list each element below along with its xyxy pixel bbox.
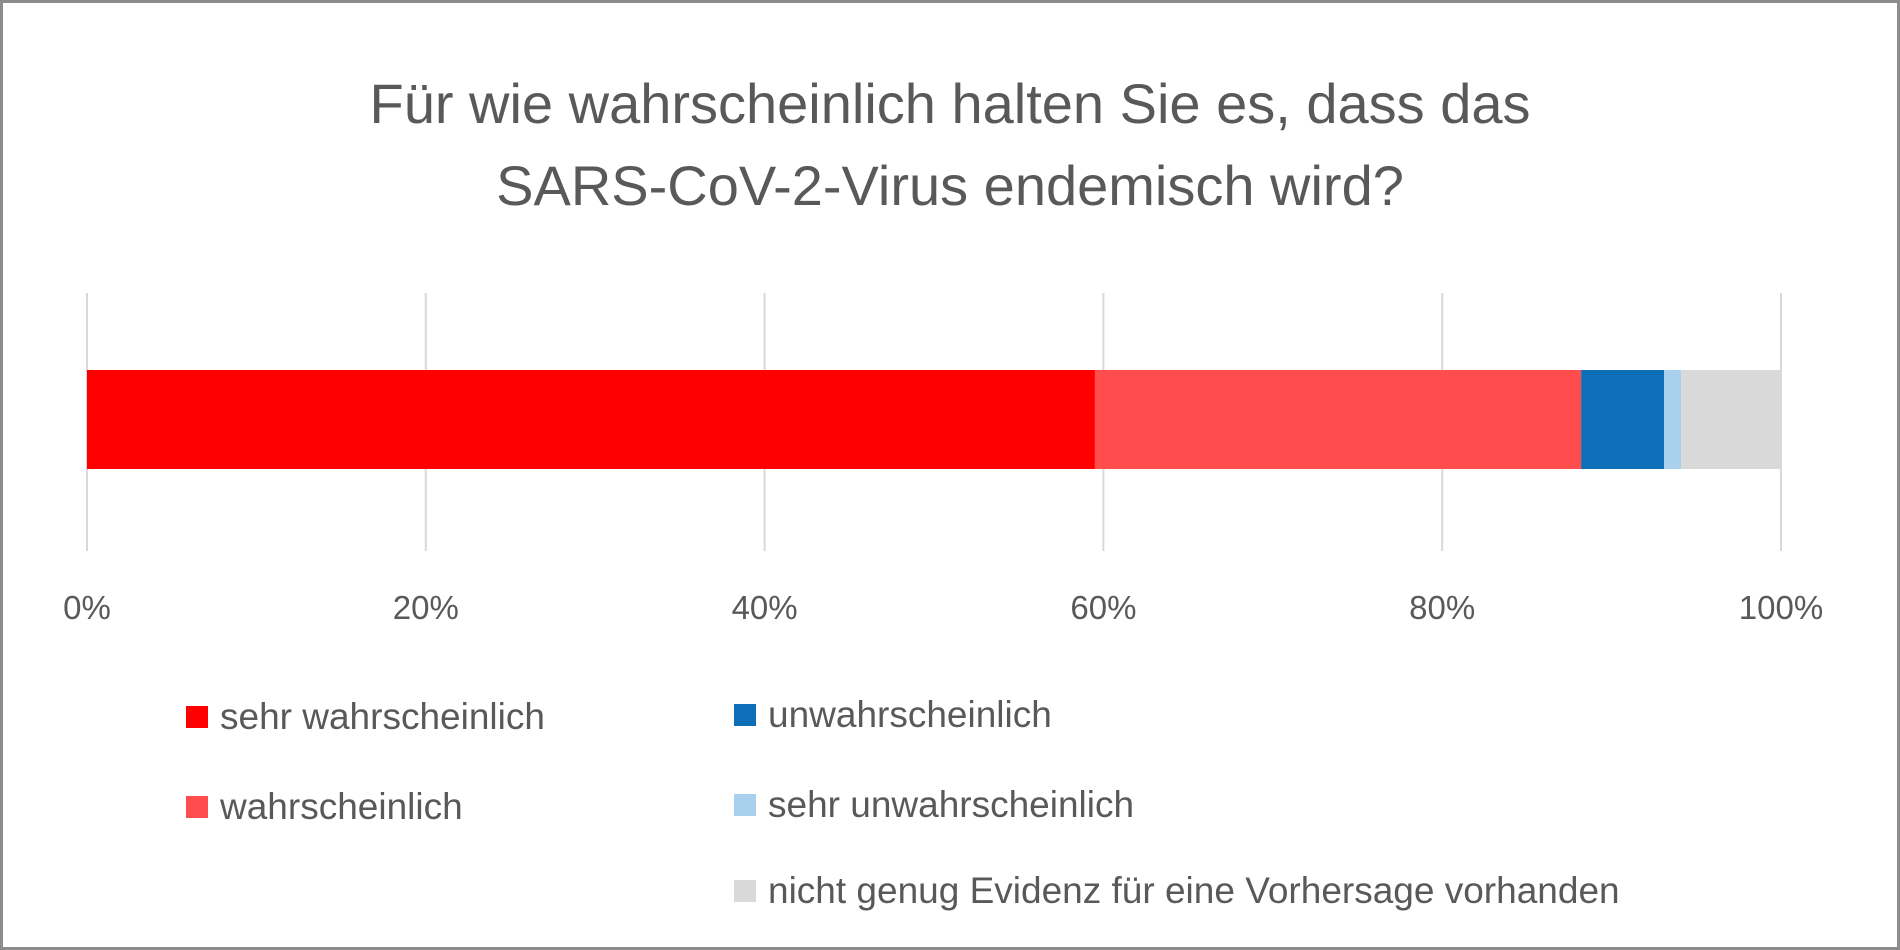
x-tick-label-100pct: 100% bbox=[1739, 589, 1823, 626]
x-tick-label-40pct: 40% bbox=[732, 589, 798, 626]
chart-title-line-2: SARS-CoV-2-Virus endemisch wird? bbox=[496, 154, 1404, 217]
bar-segment-unwahrscheinlich bbox=[1581, 370, 1665, 469]
x-tick-label-0pct: 0% bbox=[63, 589, 111, 626]
x-axis-tick-labels: 0% 20% 40% 60% 80% 100% bbox=[63, 589, 1823, 626]
bar-segment-sehr-unwahrscheinlich bbox=[1664, 370, 1682, 469]
stacked-bar bbox=[87, 370, 1781, 469]
x-tick-label-60pct: 60% bbox=[1070, 589, 1136, 626]
chart-title: Für wie wahrscheinlich halten Sie es, da… bbox=[3, 63, 1897, 227]
chart-title-line-1: Für wie wahrscheinlich halten Sie es, da… bbox=[369, 72, 1531, 135]
bar-segment-wahrscheinlich bbox=[1094, 370, 1582, 469]
bar-segment-sehr-wahrscheinlich bbox=[87, 370, 1095, 469]
bar-segment-nicht-genug-evidenz-für-eine-vorhersage-vorhanden bbox=[1681, 370, 1781, 469]
x-tick-label-20pct: 20% bbox=[393, 589, 459, 626]
x-tick-label-80pct: 80% bbox=[1409, 589, 1475, 626]
chart-plot: 0% 20% 40% 60% 80% 100% bbox=[63, 293, 1823, 626]
